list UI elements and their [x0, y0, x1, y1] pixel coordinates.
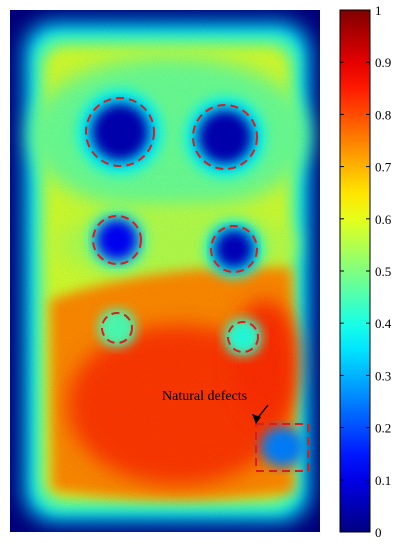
colorbar-tick-label: 0.4 [375, 316, 392, 331]
noise-texture [10, 10, 320, 532]
colorbar-tick-label: 1 [375, 3, 382, 18]
colorbar: 0 0.1 0.2 0.3 0.4 0.5 0.6 0.7 0.8 0.9 1 [339, 3, 392, 540]
colorbar-ticks: 0 0.1 0.2 0.3 0.4 0.5 0.6 0.7 0.8 0.9 1 [340, 3, 392, 540]
annotation: Natural defects [162, 389, 269, 424]
defect-1-marker [85, 97, 155, 167]
colorbar-tick-label: 0.3 [375, 368, 391, 383]
defect-4-marker [210, 225, 258, 273]
defect-markers [85, 97, 309, 472]
natural-defects-marker [255, 423, 309, 472]
annotation-arrowhead [252, 414, 261, 424]
colorbar-tick-label: 0.2 [375, 421, 391, 436]
colorbar-tick-label: 0.1 [375, 473, 391, 488]
colorbar-tick-label: 0.7 [375, 160, 392, 175]
heatmap-plot [10, 10, 320, 532]
colorbar-tick-label: 0.8 [375, 107, 391, 122]
defect-5-marker [101, 312, 133, 344]
colorbar-tick-label: 0.6 [375, 212, 392, 227]
colorbar-tick-label: 0.9 [375, 55, 391, 70]
defect-3-marker [92, 215, 142, 265]
defect-6-marker [227, 321, 259, 353]
colorbar-gradient [339, 9, 371, 533]
colorbar-tick-label: 0.5 [375, 264, 391, 279]
colorbar-tick-label: 0 [375, 525, 382, 540]
defect-2-marker [192, 104, 258, 170]
annotation-label: Natural defects [162, 389, 247, 404]
